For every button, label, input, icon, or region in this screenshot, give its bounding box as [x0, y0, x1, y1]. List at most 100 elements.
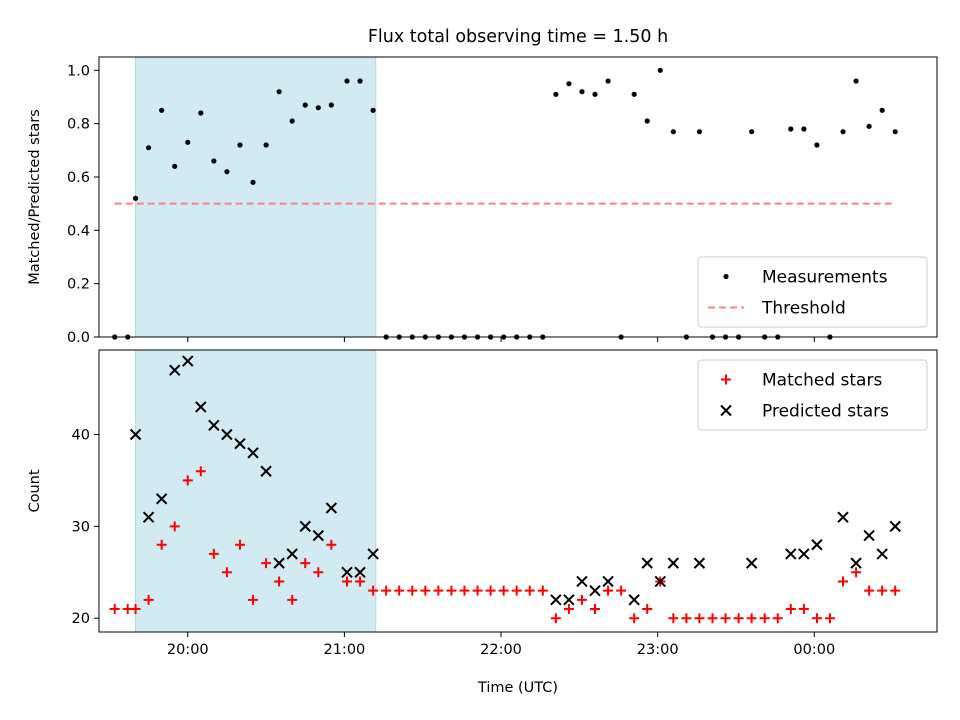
- matched-star-marker: [798, 604, 809, 615]
- predicted-star-marker: [195, 401, 207, 413]
- predicted-star-marker: [863, 529, 875, 542]
- measurement-point: [566, 81, 572, 87]
- measurement-point: [328, 102, 334, 108]
- matched-star-marker: [681, 613, 692, 624]
- matched-star-marker: [261, 558, 272, 569]
- matched-star-marker: [208, 548, 219, 559]
- matched-star-marker: [824, 613, 835, 624]
- matched-star-marker: [221, 567, 232, 578]
- matched-star-marker: [169, 521, 180, 532]
- matched-star-marker: [511, 585, 522, 596]
- predicted-star-marker: [563, 594, 575, 606]
- measurement-point: [553, 91, 559, 97]
- matched-star-marker: [300, 558, 311, 569]
- matched-star-marker: [498, 585, 509, 596]
- x-tick-label: 20:00: [167, 642, 209, 658]
- y-tick-label: 0.4: [67, 223, 90, 239]
- predicted-star-marker: [234, 437, 246, 450]
- predicted-star-marker: [155, 493, 168, 505]
- measurement-point: [892, 129, 898, 135]
- matched-star-marker: [877, 585, 888, 596]
- measurement-point: [159, 107, 165, 113]
- predicted-star-marker: [367, 548, 379, 560]
- matched-star-marker: [394, 585, 405, 596]
- matched-star-marker: [811, 613, 822, 624]
- matched-star-marker: [195, 466, 206, 477]
- matched-star-marker: [459, 585, 470, 596]
- y-tick-label: 0.6: [67, 170, 90, 186]
- matched-star-marker: [838, 576, 849, 587]
- measurement-point: [146, 145, 152, 151]
- matched-star-marker: [420, 585, 431, 596]
- measurement-point: [263, 142, 269, 148]
- matched-star-marker: [156, 539, 167, 550]
- legend-label: Measurements: [762, 268, 888, 288]
- predicted-star-marker: [325, 502, 338, 514]
- y-tick-label: 0.2: [67, 277, 90, 293]
- measurement-point: [185, 139, 191, 145]
- predicted-star-marker: [129, 428, 142, 441]
- matched-star-marker: [851, 567, 862, 578]
- measurement-point: [814, 142, 820, 148]
- matched-star-marker: [326, 539, 337, 550]
- measurement-point: [211, 158, 217, 164]
- matched-star-marker: [524, 585, 535, 596]
- x-tick-label: 23:00: [637, 642, 679, 658]
- matched-star-marker: [274, 576, 285, 587]
- matched-star-marker: [130, 604, 141, 615]
- measurement-point: [224, 169, 230, 175]
- matched-star-marker: [668, 613, 679, 624]
- legend-swatch: [721, 374, 731, 385]
- measurement-point: [749, 129, 755, 135]
- matched-star-marker: [368, 585, 379, 596]
- matched-star-marker: [629, 613, 640, 624]
- matched-star-marker: [109, 604, 120, 615]
- measurement-point: [370, 107, 376, 113]
- predicted-star-marker: [260, 465, 272, 477]
- top-panel: 0.0 0.2 0.4 0.6 0.8 1.0 Matched/Predicted sta…: [27, 56, 938, 346]
- matched-star-marker: [313, 567, 324, 578]
- matched-star-marker: [616, 585, 627, 596]
- matched-star-marker: [485, 585, 496, 596]
- measurement-point: [250, 179, 256, 185]
- matched-star-marker: [590, 604, 601, 615]
- matched-star-marker: [707, 613, 718, 624]
- measurement-point: [866, 123, 872, 129]
- observing-window-shade: [135, 56, 377, 338]
- matched-star-marker: [342, 576, 353, 587]
- top-legend: Measurements Threshold: [697, 256, 928, 328]
- predicted-star-marker: [208, 419, 220, 432]
- predicted-star-marker: [550, 594, 562, 606]
- predicted-star-marker: [654, 575, 666, 588]
- matched-star-marker: [694, 613, 705, 624]
- x-tick-label: 22:00: [480, 642, 522, 658]
- matched-star-marker: [234, 539, 245, 550]
- measurement-point: [670, 129, 676, 135]
- measurement-point: [344, 78, 350, 84]
- matched-star-marker: [407, 585, 418, 596]
- measurement-point: [237, 142, 243, 148]
- predicted-star-marker: [142, 511, 155, 523]
- predicted-star-marker: [785, 548, 797, 560]
- matched-star-marker: [746, 613, 757, 624]
- y-tick-label: 0.0: [67, 330, 90, 346]
- matched-star-marker: [355, 576, 366, 587]
- x-axis-label: Time (UTC): [477, 680, 558, 696]
- measurement-point: [696, 129, 703, 135]
- matched-star-marker: [446, 585, 457, 596]
- matched-star-marker: [182, 475, 193, 486]
- matched-star-marker: [785, 604, 796, 615]
- matched-star-marker: [576, 594, 587, 605]
- predicted-star-marker: [798, 548, 810, 560]
- predicted-star-marker: [628, 594, 640, 606]
- observing-window-shade: [135, 349, 377, 633]
- measurement-point: [879, 107, 885, 113]
- measurement-point: [276, 89, 282, 95]
- measurement-point: [302, 102, 308, 108]
- measurement-point: [198, 110, 204, 116]
- measurement-point: [579, 89, 585, 95]
- measurement-point: [315, 105, 321, 111]
- matched-star-marker: [381, 585, 392, 596]
- measurement-point: [644, 118, 650, 124]
